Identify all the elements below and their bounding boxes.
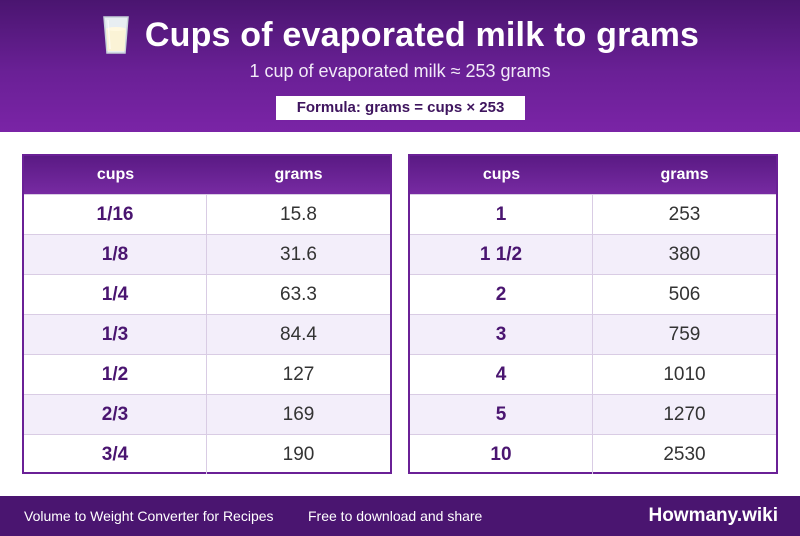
subtitle: 1 cup of evaporated milk ≈ 253 grams bbox=[249, 61, 551, 81]
cups-cell: 1/8 bbox=[24, 235, 207, 274]
table-row: 5 1270 bbox=[410, 394, 776, 434]
grams-cell: 1010 bbox=[663, 364, 706, 385]
formula-badge: Formula: grams = cups × 253 bbox=[276, 96, 525, 120]
table-row: 2 506 bbox=[410, 274, 776, 314]
table-row: 3/4 190 bbox=[24, 434, 390, 474]
cups-cell: 3 bbox=[410, 315, 593, 354]
cups-cell: 1/16 bbox=[24, 195, 207, 234]
grams-cell: 2530 bbox=[663, 444, 706, 465]
cups-cell: 5 bbox=[410, 395, 593, 434]
table-row: 1/3 84.4 bbox=[24, 314, 390, 354]
cups-cell: 2/3 bbox=[24, 395, 207, 434]
cups-cell: 1/2 bbox=[24, 355, 207, 394]
grams-cell: 253 bbox=[668, 204, 701, 225]
page-title: Cups of evaporated milk to grams bbox=[144, 16, 700, 54]
cups-cell: 4 bbox=[410, 355, 593, 394]
grams-cell: 169 bbox=[282, 404, 315, 425]
grams-cell: 63.3 bbox=[280, 284, 317, 305]
table-row: 1 1/2 380 bbox=[410, 234, 776, 274]
grams-cell: 380 bbox=[668, 244, 701, 265]
cups-cell: 1/3 bbox=[24, 315, 207, 354]
cups-cell: 10 bbox=[410, 435, 593, 474]
conversion-table-left: cups grams 1/16 15.8 1/8 31.6 1/4 63.3 1… bbox=[22, 154, 392, 474]
cups-cell: 2 bbox=[410, 275, 593, 314]
footer-description: Volume to Weight Converter for Recipes bbox=[24, 508, 274, 524]
column-header-cups: cups bbox=[96, 166, 135, 183]
brand-link[interactable]: Howmany.wiki bbox=[648, 505, 778, 526]
grams-cell: 759 bbox=[668, 324, 701, 345]
table-row: 10 2530 bbox=[410, 434, 776, 474]
cups-cell: 3/4 bbox=[24, 435, 207, 474]
column-header-cups: cups bbox=[482, 166, 521, 183]
table-row: 3 759 bbox=[410, 314, 776, 354]
table-row: 1/4 63.3 bbox=[24, 274, 390, 314]
grams-cell: 1270 bbox=[663, 404, 706, 425]
grams-cell: 15.8 bbox=[280, 204, 317, 225]
grams-cell: 31.6 bbox=[280, 244, 317, 265]
cups-cell: 1 bbox=[410, 195, 593, 234]
footer: Volume to Weight Converter for Recipes F… bbox=[0, 496, 800, 536]
cups-cell: 1/4 bbox=[24, 275, 207, 314]
column-header-grams: grams bbox=[660, 166, 709, 183]
table-row: 1 253 bbox=[410, 194, 776, 234]
grams-cell: 127 bbox=[282, 364, 315, 385]
milk-glass-icon bbox=[103, 16, 129, 54]
cups-cell: 1 1/2 bbox=[410, 235, 593, 274]
table-row: 1/2 127 bbox=[24, 354, 390, 394]
footer-share-note: Free to download and share bbox=[308, 508, 483, 524]
table-row: 1/8 31.6 bbox=[24, 234, 390, 274]
table-row: 1/16 15.8 bbox=[24, 194, 390, 234]
grams-cell: 190 bbox=[282, 444, 315, 465]
column-header-grams: grams bbox=[274, 166, 323, 183]
grams-cell: 506 bbox=[668, 284, 701, 305]
table-row: 4 1010 bbox=[410, 354, 776, 394]
conversion-table-right: cups grams 1 253 1 1/2 380 2 506 3 759 4… bbox=[408, 154, 778, 474]
table-row: 2/3 169 bbox=[24, 394, 390, 434]
grams-cell: 84.4 bbox=[280, 324, 317, 345]
title-row: Cups of evaporated milk to grams bbox=[0, 12, 800, 58]
table-header: cups grams bbox=[24, 156, 390, 194]
header-banner: Cups of evaporated milk to grams 1 cup o… bbox=[0, 0, 800, 132]
table-header: cups grams bbox=[410, 156, 776, 194]
